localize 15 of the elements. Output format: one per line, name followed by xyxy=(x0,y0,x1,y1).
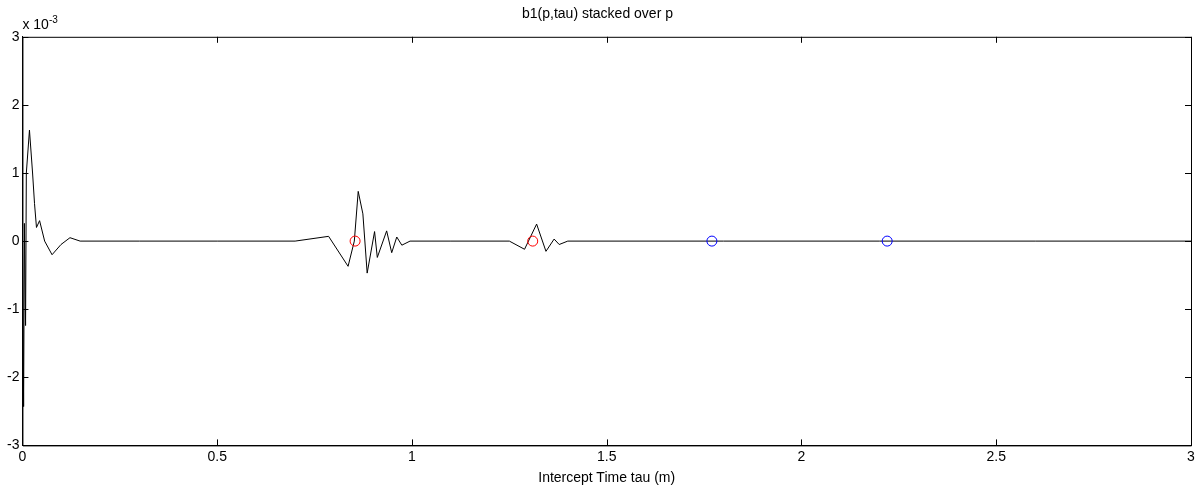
x-tick-label: 0.5 xyxy=(207,447,228,464)
x-tick-label: 1.5 xyxy=(596,447,617,464)
y-tick-label: 3 xyxy=(11,27,20,44)
y-tick-label: -3 xyxy=(7,436,20,453)
y-tick-label: 1 xyxy=(11,163,20,180)
x-tick-label: 2.5 xyxy=(986,447,1007,464)
x-tick-label: 3 xyxy=(1187,447,1196,464)
y-tick-label: 0 xyxy=(11,231,20,248)
y-tick-label: -2 xyxy=(7,368,20,385)
x-axis-title: Intercept Time tau (m) xyxy=(538,469,676,486)
y-tick-label: -1 xyxy=(7,300,20,317)
y-tick-label: 2 xyxy=(11,95,20,112)
x-tick-label: 2 xyxy=(797,447,806,464)
x-tick-label: 1 xyxy=(408,447,417,464)
chart-title: b1(p,tau) stacked over p xyxy=(522,5,674,22)
